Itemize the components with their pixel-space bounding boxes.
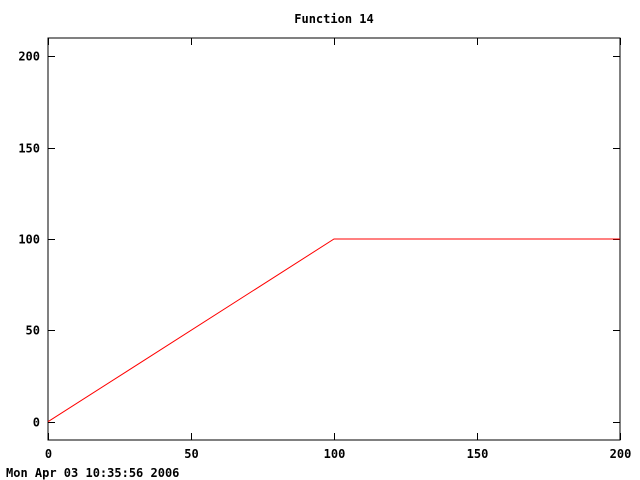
y-tick-label: 200 bbox=[18, 50, 40, 64]
x-tick-label: 0 bbox=[45, 447, 52, 461]
x-axis: 0 50 100 150 200 bbox=[45, 38, 631, 461]
y-tick-label: 0 bbox=[33, 416, 40, 430]
chart-title: Function 14 bbox=[294, 12, 373, 26]
x-tick-label: 200 bbox=[610, 447, 632, 461]
y-tick-label: 150 bbox=[18, 142, 40, 156]
series-layer bbox=[47, 238, 620, 423]
y-axis: 0 50 100 150 200 bbox=[18, 50, 620, 430]
x-tick-label: 50 bbox=[184, 447, 198, 461]
y-tick-label: 50 bbox=[26, 324, 40, 338]
x-tick-label: 100 bbox=[324, 447, 346, 461]
timestamp: Mon Apr 03 10:35:56 2006 bbox=[6, 466, 179, 480]
x-tick-label: 150 bbox=[467, 447, 489, 461]
y-tick-label: 100 bbox=[18, 233, 40, 247]
series-line bbox=[47, 238, 620, 423]
